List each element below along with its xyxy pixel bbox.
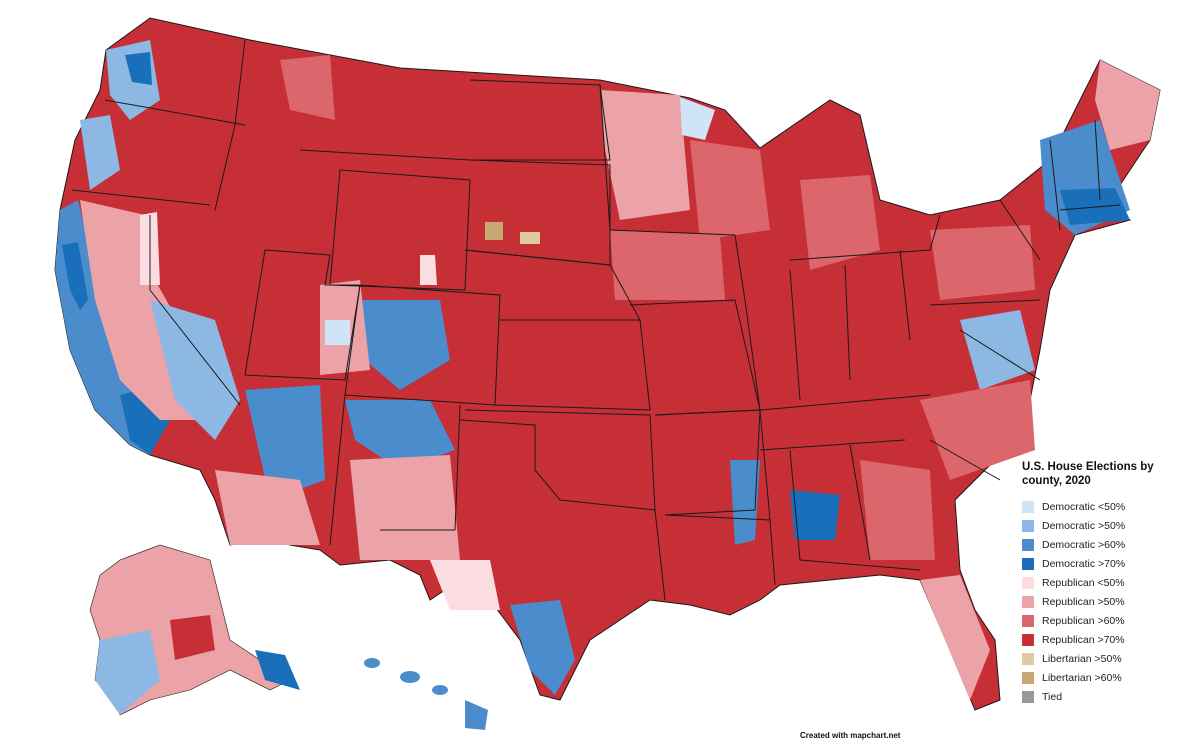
- mid-atlantic: [929, 299, 1041, 381]
- new-mexico-south: [350, 455, 460, 560]
- wi-superior-lt50: [680, 97, 715, 140]
- new-mexico-dem: [345, 400, 455, 470]
- legend-swatch: [1022, 500, 1034, 513]
- hawaii-island-1: [364, 658, 380, 668]
- hawaii-island-2: [400, 671, 420, 683]
- oregon-coast: [80, 115, 120, 190]
- state-borders: [71, 39, 1121, 601]
- wa-or-border: [104, 99, 246, 126]
- great-lakes: [789, 214, 941, 261]
- legend-swatch: [1022, 690, 1034, 703]
- northeast: [999, 119, 1121, 261]
- legend-swatch: [1022, 519, 1034, 532]
- hawaii-island-3: [432, 685, 448, 695]
- texas-border-dem: [510, 600, 575, 695]
- or-ca-border: [71, 189, 211, 206]
- ca-nv-border: [149, 215, 241, 406]
- legend-swatch: [1022, 614, 1034, 627]
- colorado-dem: [355, 300, 450, 390]
- illinois-indiana-ohio: [789, 249, 911, 401]
- idaho-west: [214, 39, 246, 211]
- legend-item: Republican <50%: [1022, 573, 1192, 592]
- legend-label: Republican >60%: [1042, 614, 1125, 627]
- nebraska-kansas: [464, 249, 651, 411]
- nevada-dem: [150, 300, 240, 440]
- wyoming: [329, 169, 471, 291]
- legend-swatch: [1022, 595, 1034, 608]
- texas-east: [654, 509, 666, 601]
- new-mexico-lt50: [325, 320, 350, 345]
- legend-item: Libertarian >60%: [1022, 668, 1192, 687]
- legend-swatch: [1022, 576, 1034, 589]
- legend-item: Democratic >70%: [1022, 554, 1192, 573]
- legend-item: Democratic >50%: [1022, 516, 1192, 535]
- legend-label: Republican <50%: [1042, 576, 1125, 589]
- hawaii: [364, 658, 488, 730]
- legend-label: Democratic >60%: [1042, 538, 1126, 551]
- legend-label: Libertarian >50%: [1042, 652, 1122, 665]
- legend-swatch: [1022, 671, 1034, 684]
- arizona-south: [215, 470, 320, 545]
- legend-swatch: [1022, 633, 1034, 646]
- arizona-dem: [245, 385, 325, 500]
- legend-item: Democratic >60%: [1022, 535, 1192, 554]
- oklahoma: [459, 409, 656, 511]
- legend-swatch: [1022, 557, 1034, 570]
- iowa-mixed: [610, 230, 725, 300]
- nm-tx-border: [380, 404, 461, 531]
- legend-item: Republican >50%: [1022, 592, 1192, 611]
- carolinas-mixed: [920, 380, 1035, 480]
- legend-label: Democratic <50%: [1042, 500, 1126, 513]
- minnesota-mixed: [600, 90, 690, 220]
- legend-item: Republican >60%: [1022, 611, 1192, 630]
- georgia-mixed: [860, 460, 935, 560]
- legend-label: Tied: [1042, 690, 1063, 703]
- libertarian-counties: [485, 222, 540, 244]
- utah-lt50: [420, 255, 437, 285]
- legend-swatch: [1022, 538, 1034, 551]
- montana-south: [299, 149, 471, 161]
- virginia-dem: [960, 310, 1035, 390]
- michigan-mixed: [800, 175, 880, 270]
- legend-items: Democratic <50% Democratic >50% Democratic…: [1022, 497, 1192, 706]
- legend-title: U.S. House Elections by county, 2020: [1022, 461, 1154, 487]
- alaska-panhandle-dem: [255, 650, 300, 690]
- seattle-dem: [125, 52, 152, 85]
- libertarian-county-gt50: [520, 232, 540, 244]
- tennessee: [759, 394, 931, 451]
- legend-label: Republican >50%: [1042, 595, 1125, 608]
- az-nm-border: [329, 394, 346, 546]
- legend: U.S. House Elections by county, 2020 Dem…: [1022, 460, 1192, 706]
- pennsylvania-mixed: [930, 225, 1035, 300]
- alabama-black-belt: [790, 490, 840, 540]
- mississippi-delta-dem: [730, 460, 760, 545]
- minnesota-iowa: [599, 84, 736, 236]
- legend-label: Democratic >70%: [1042, 557, 1126, 570]
- libertarian-county-gt60: [485, 222, 503, 240]
- wisconsin-mixed: [690, 140, 770, 240]
- legend-swatch: [1022, 652, 1034, 665]
- legend-item: Libertarian >50%: [1022, 649, 1192, 668]
- southeast: [789, 439, 1001, 571]
- mississippi-river: [734, 234, 771, 521]
- hawaii-island-4: [465, 700, 488, 730]
- legend-label: Democratic >50%: [1042, 519, 1126, 532]
- massachusetts-dem: [1060, 188, 1130, 225]
- bay-area-dem: [62, 242, 88, 310]
- legend-item: Democratic <50%: [1022, 497, 1192, 516]
- alaska-central-rep: [170, 615, 215, 660]
- legend-item: Tied: [1022, 687, 1192, 706]
- texas-west-mixed: [430, 560, 500, 610]
- legend-label: Libertarian >60%: [1042, 671, 1122, 684]
- county-patches: [55, 40, 1160, 700]
- maine-rep: [1095, 60, 1160, 150]
- alaska-southwest-dem: [95, 630, 160, 715]
- credit: Created with mapchart.net: [800, 731, 901, 740]
- legend-item: Republican >70%: [1022, 630, 1192, 649]
- montana-mixed: [280, 55, 335, 120]
- florida-mixed: [920, 575, 990, 700]
- legend-label: Republican >70%: [1042, 633, 1125, 646]
